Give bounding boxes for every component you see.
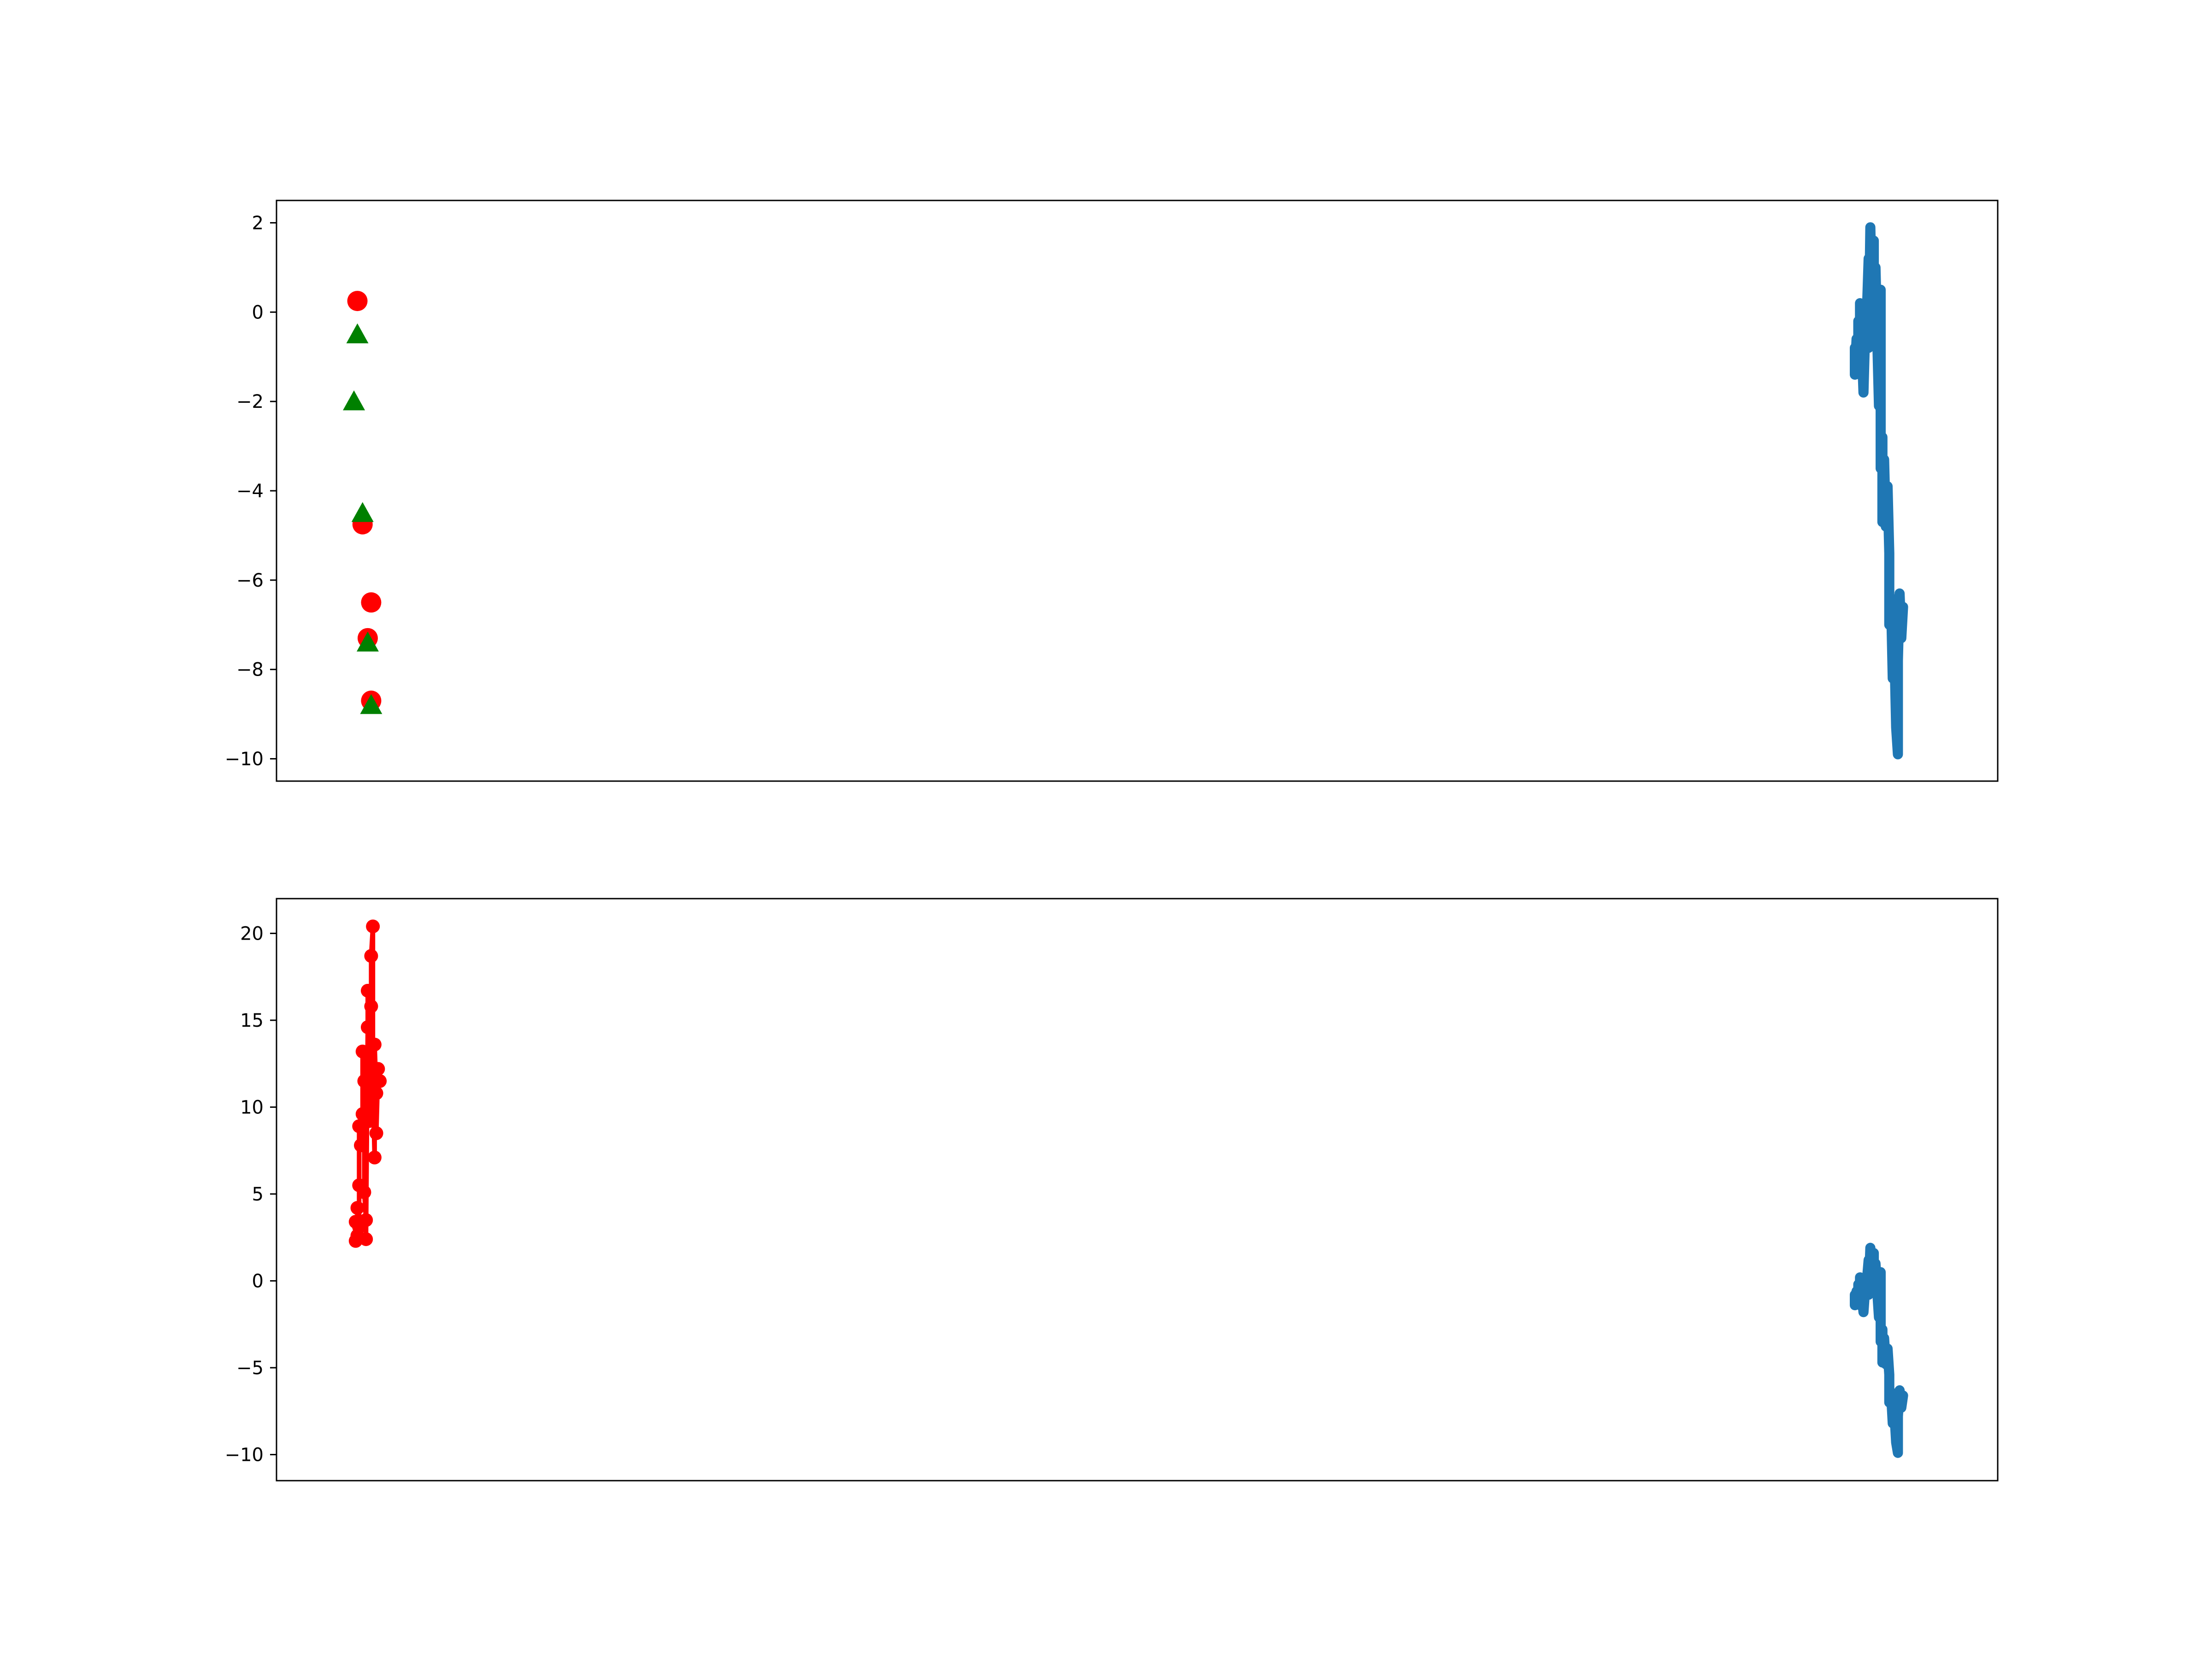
data-point bbox=[373, 1074, 387, 1088]
top-axes: 2 0 −2 −4 −6 −8 −10 bbox=[225, 200, 1999, 782]
y-tick-label: 2 bbox=[252, 212, 264, 234]
data-point bbox=[369, 1086, 383, 1100]
y-tick-label: 0 bbox=[252, 302, 264, 323]
triangle-marker bbox=[346, 323, 369, 343]
circle-marker bbox=[361, 592, 382, 613]
data-point bbox=[354, 1138, 368, 1153]
series-line bbox=[1850, 222, 1908, 759]
y-tick-label: −10 bbox=[225, 1444, 264, 1465]
data-point bbox=[359, 1213, 373, 1227]
data-point bbox=[362, 1114, 377, 1128]
bottom-axes: 20 15 10 5 0 −5 −10 bbox=[225, 898, 1999, 1482]
y-tick-label: −6 bbox=[236, 570, 264, 591]
data-point bbox=[360, 1020, 375, 1034]
y-tick-label: −2 bbox=[236, 391, 264, 412]
axes-frame bbox=[276, 898, 1999, 1482]
y-tick-label: 10 bbox=[240, 1097, 264, 1118]
y-tick-label: 5 bbox=[252, 1184, 264, 1205]
data-point bbox=[369, 1126, 383, 1140]
series-0-line bbox=[1850, 222, 1908, 759]
data-point bbox=[357, 1185, 371, 1200]
data-point bbox=[360, 983, 375, 998]
data-point bbox=[364, 999, 378, 1013]
axes-frame bbox=[276, 200, 1999, 782]
triangle-marker bbox=[351, 502, 374, 522]
series-line bbox=[1850, 1242, 1908, 1458]
series-1-line bbox=[1850, 1242, 1908, 1458]
data-point bbox=[366, 919, 380, 934]
y-tick-label: −4 bbox=[236, 481, 264, 502]
circle-marker bbox=[347, 291, 368, 312]
data-point bbox=[350, 1201, 365, 1215]
series-0-line_markers bbox=[348, 919, 387, 1248]
data-point bbox=[371, 1062, 385, 1076]
data-point bbox=[352, 1119, 366, 1133]
series-2-markers bbox=[343, 323, 382, 714]
data-point bbox=[364, 949, 378, 963]
data-point bbox=[359, 1232, 373, 1246]
y-tick-label: −10 bbox=[225, 749, 264, 770]
y-tick-label: −8 bbox=[236, 659, 264, 681]
data-point bbox=[362, 1050, 377, 1064]
triangle-marker bbox=[356, 631, 379, 652]
y-tick-label: 15 bbox=[240, 1010, 264, 1031]
data-point bbox=[367, 1037, 382, 1052]
y-tick-label: 20 bbox=[240, 923, 264, 944]
data-point bbox=[367, 1150, 382, 1165]
triangle-marker bbox=[360, 694, 382, 714]
y-tick-label: −5 bbox=[236, 1358, 264, 1379]
triangle-marker bbox=[343, 390, 365, 411]
y-tick-label: 0 bbox=[252, 1271, 264, 1292]
